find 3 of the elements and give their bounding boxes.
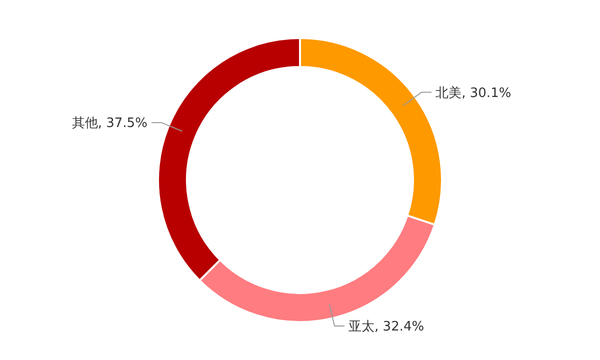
slice-label: 其他, 37.5%	[72, 116, 148, 132]
slice-label: 亚太, 32.4%	[348, 320, 424, 335]
slice-label: 北美, 30.1%	[436, 84, 512, 101]
